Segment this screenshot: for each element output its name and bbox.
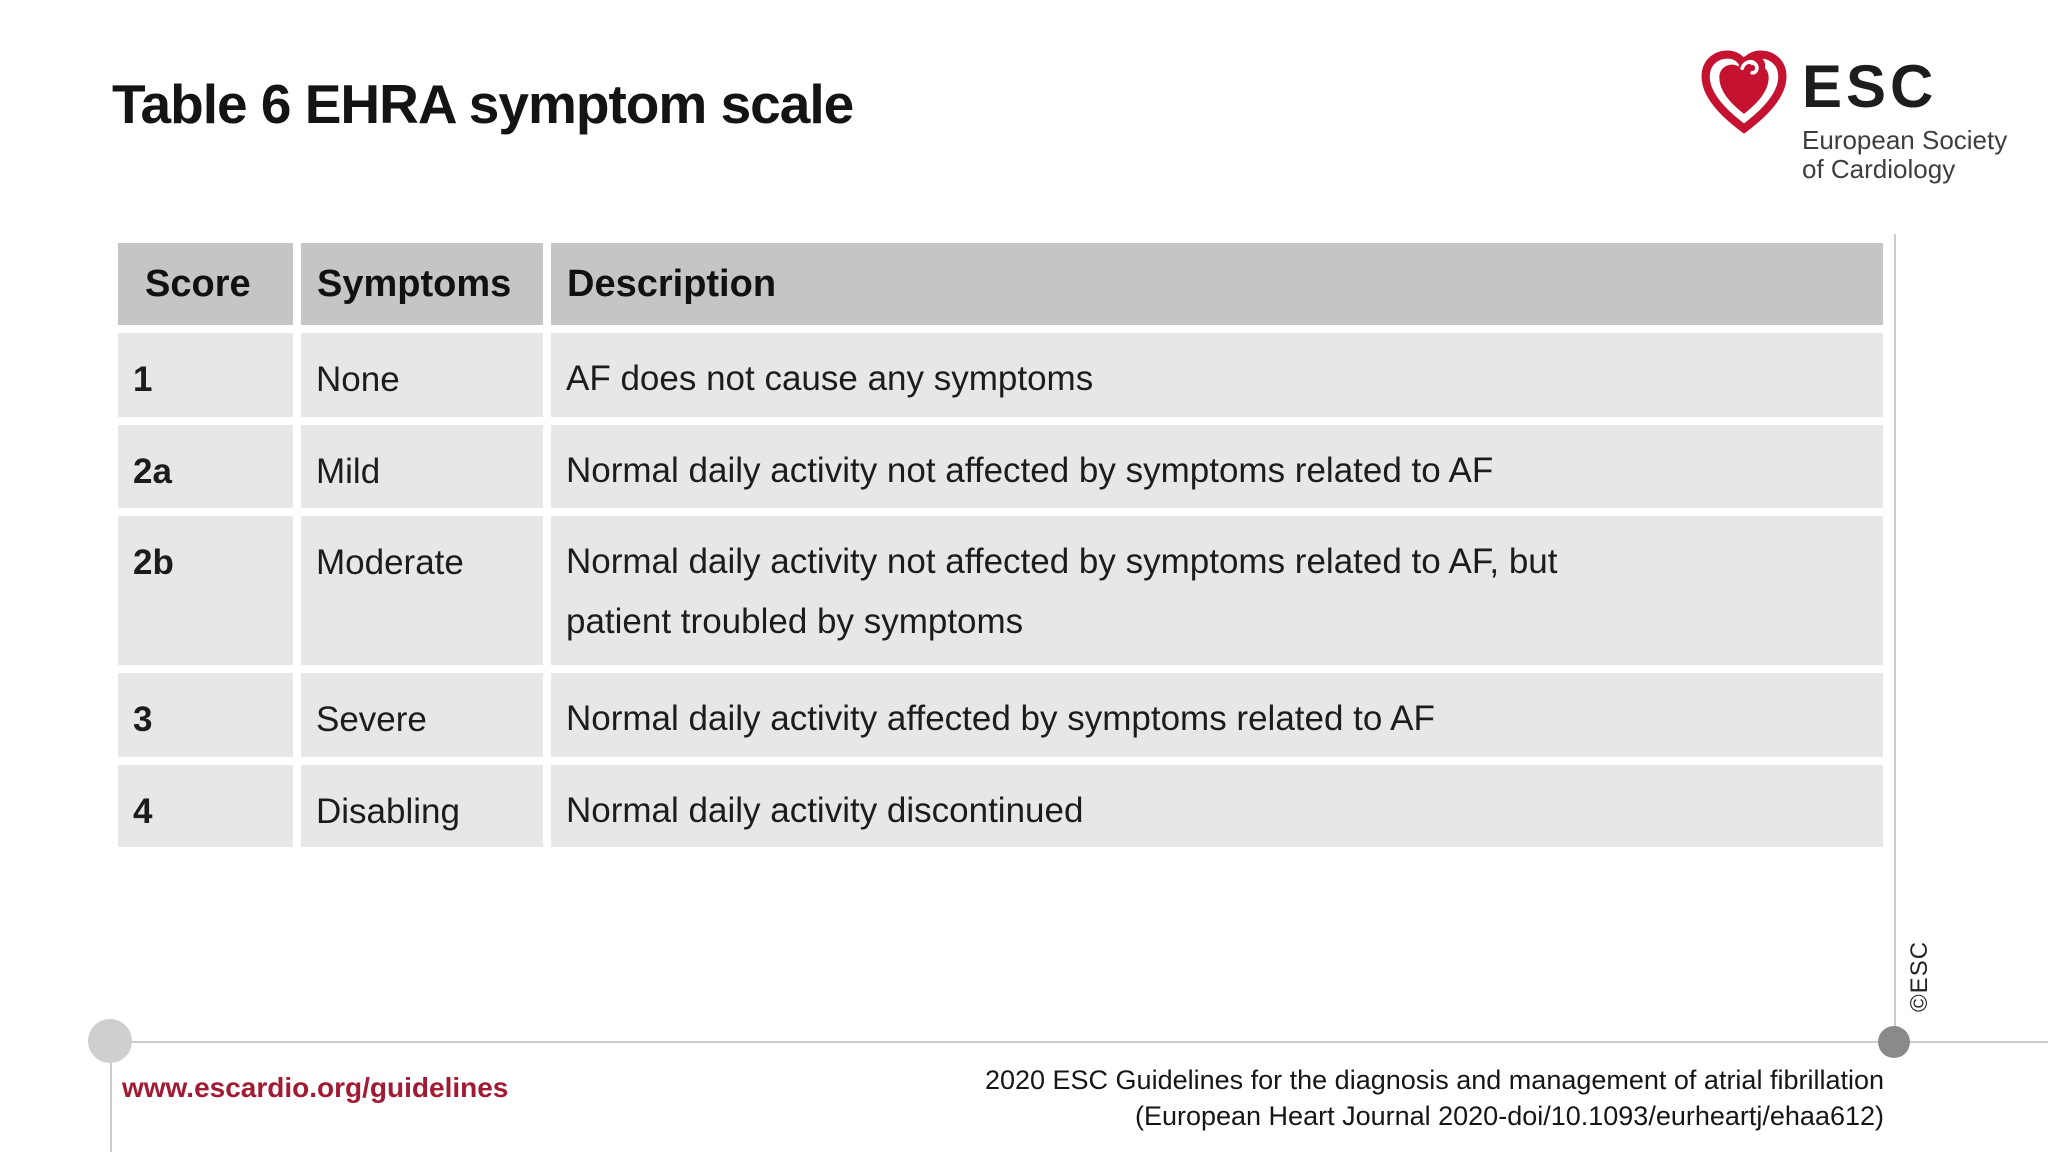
left-footer-line: [110, 1042, 112, 1152]
score-cell: 1: [118, 333, 293, 417]
reference-line1: 2020 ESC Guidelines for the diagnosis an…: [984, 1065, 1884, 1095]
score-cell: 2a: [118, 425, 293, 508]
esc-logo: ESC European Society of Cardiology: [1698, 50, 2007, 184]
description-cell: Normal daily activity affected by sympto…: [551, 673, 1883, 757]
symptoms-cell: Moderate: [301, 516, 543, 665]
description-cell: AF does not cause any symptoms: [551, 333, 1883, 417]
esc-logo-text: ESC European Society of Cardiology: [1802, 50, 2007, 184]
score-cell: 3: [118, 673, 293, 757]
description-cell: Normal daily activity not affected by sy…: [551, 425, 1883, 508]
logo-subtitle-line2: of Cardiology: [1802, 154, 1956, 184]
right-divider-line: [1894, 234, 1896, 1042]
score-cell: 2b: [118, 516, 293, 665]
esc-logo-acronym: ESC: [1802, 53, 1938, 120]
description-cell: Normal daily activity discontinued: [551, 765, 1883, 847]
symptoms-cell: None: [301, 333, 543, 417]
score-cell: 4: [118, 765, 293, 847]
symptoms-cell: Mild: [301, 425, 543, 508]
header-cell-description: Description: [551, 243, 1883, 325]
reference-line2: (European Heart Journal 2020-doi/10.1093…: [1134, 1101, 1884, 1131]
header-cell-symptoms: Symptoms: [301, 243, 543, 325]
right-divider-circle: [1878, 1026, 1910, 1058]
logo-subtitle-line1: European Society: [1802, 125, 2008, 155]
guidelines-link[interactable]: www.escardio.org/guidelines: [122, 1072, 509, 1103]
esc-logo-subtitle: European Society of Cardiology: [1802, 126, 2007, 184]
footer-divider-line: [88, 1041, 2048, 1043]
esc-heart-icon: [1701, 50, 1787, 134]
copyright-esc-label: ©ESC: [1906, 940, 1933, 1012]
symptoms-cell: Disabling: [301, 765, 543, 847]
symptoms-cell: Severe: [301, 673, 543, 757]
page-title: Table 6 EHRA symptom scale: [112, 73, 854, 135]
ehra-symptom-table: Score Symptoms Description 1 None AF doe…: [118, 243, 1883, 847]
reference-text: 2020 ESC Guidelines for the diagnosis an…: [985, 1062, 1884, 1134]
header-cell-score: Score: [118, 243, 293, 325]
left-divider-circle: [88, 1019, 132, 1063]
description-cell: Normal daily activity not affected by sy…: [551, 516, 1883, 665]
